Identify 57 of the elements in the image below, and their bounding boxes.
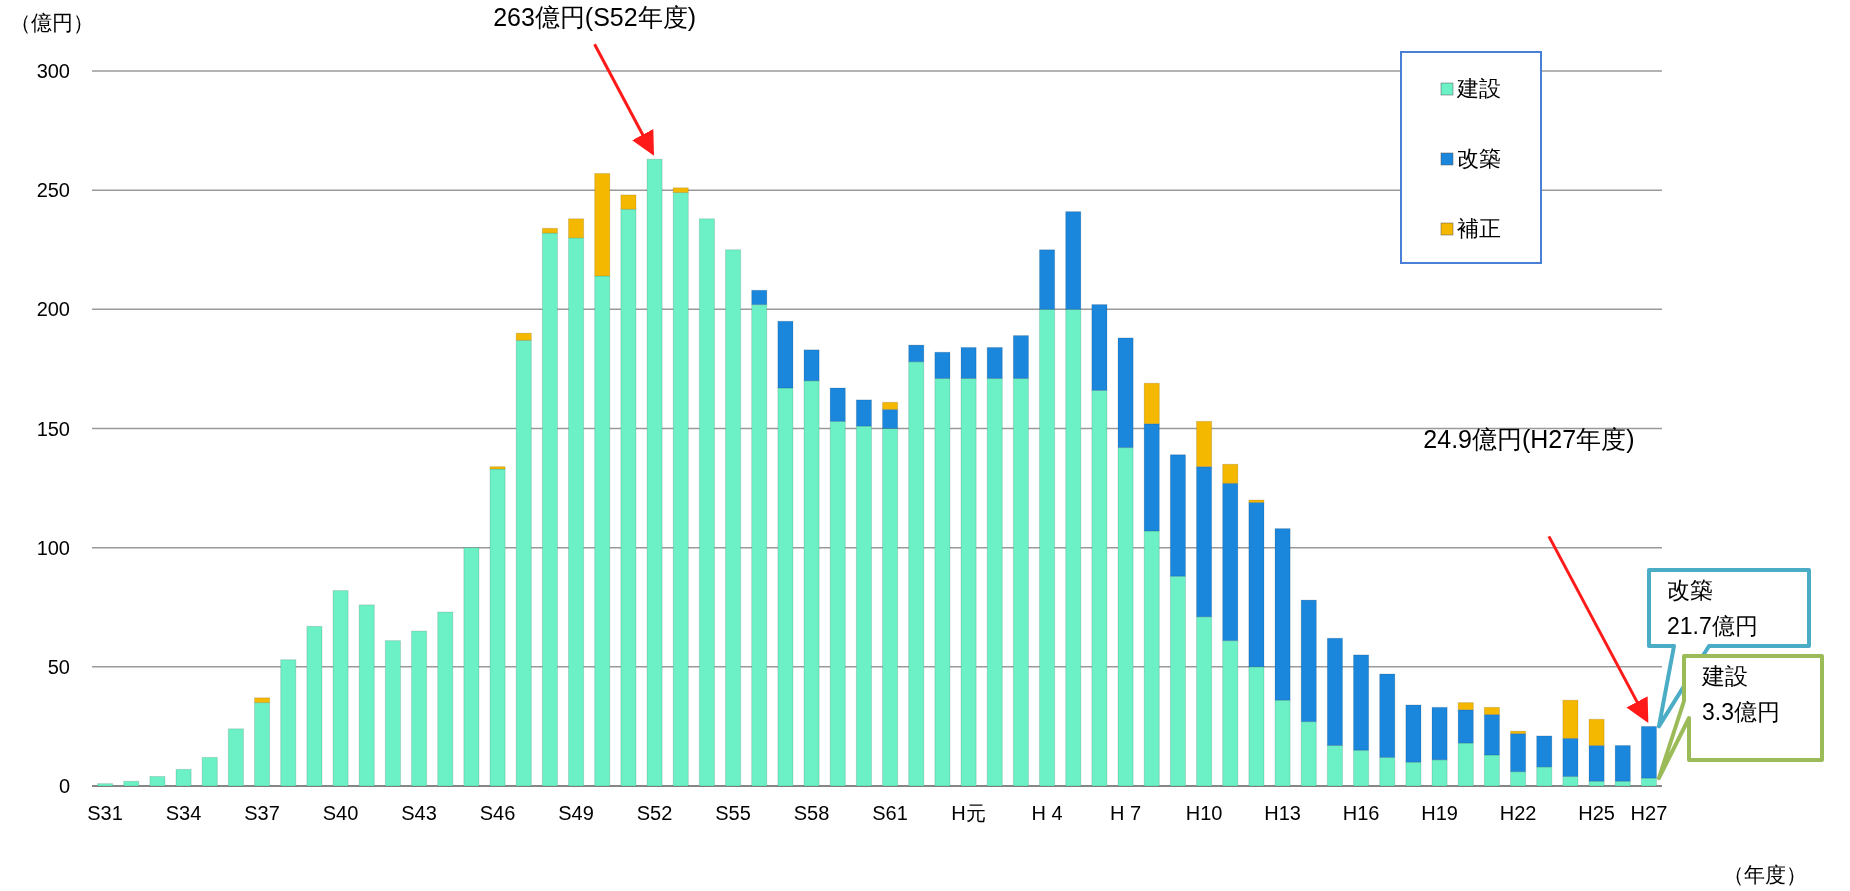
bar (725, 249, 742, 787)
bar (358, 604, 375, 787)
bar (123, 780, 140, 787)
bar (227, 728, 244, 787)
annotation: 263億円(S52年度) (493, 3, 696, 156)
bar (306, 625, 323, 787)
bar (463, 547, 480, 787)
bar (175, 768, 192, 787)
bar (280, 659, 297, 787)
x-tick-label: H13 (1264, 802, 1301, 824)
y-tick-label: 150 (36, 417, 70, 440)
annotation: 建設 3.3億円 (1656, 654, 1824, 781)
bar (489, 468, 506, 787)
x-tick-label: H元 (951, 802, 986, 824)
y-tick-label: 250 (36, 179, 70, 202)
x-tick-label: S37 (244, 802, 280, 824)
bar (698, 218, 715, 787)
bar (201, 756, 218, 787)
x-tick-label: H10 (1185, 802, 1223, 824)
x-tick-label: S46 (479, 802, 516, 824)
x-tick-label: S49 (558, 802, 594, 824)
bar (149, 775, 166, 787)
legend-label: 改築 (1457, 146, 1501, 171)
x-tick-label: S52 (636, 802, 673, 824)
bar (97, 783, 114, 787)
bar (437, 611, 454, 787)
y-tick-label: 300 (36, 60, 70, 82)
x-tick-label: S61 (872, 802, 908, 824)
annotation: 24.9億円(H27年度) (1423, 425, 1649, 724)
bar (384, 640, 401, 787)
x-tick-label: S31 (87, 802, 123, 824)
bar (646, 158, 663, 787)
x-tick-label: H 7 (1110, 802, 1142, 824)
x-tick-label: H16 (1342, 802, 1380, 824)
x-axis-title: （年度） (1723, 863, 1807, 886)
annotation: 263億円(S52年度) (493, 3, 697, 32)
x-tick-label: H27 (1630, 802, 1668, 824)
y-tick-label: 200 (36, 298, 70, 321)
y-tick-label: 0 (58, 775, 70, 797)
legend-label: 建設 (1456, 76, 1501, 101)
x-tick-label: S55 (715, 802, 751, 824)
annotation: 24.9億円(H27年度) (1423, 425, 1635, 454)
x-tick-label: H 4 (1031, 802, 1063, 824)
x-tick-label: H25 (1578, 802, 1615, 824)
x-tick-label: H22 (1499, 802, 1537, 824)
bar (411, 630, 428, 787)
x-tick-label: S58 (793, 802, 830, 824)
legend-label: 補正 (1457, 216, 1501, 241)
bar (541, 232, 558, 787)
bar (332, 590, 349, 787)
y-tick-label: 50 (47, 655, 70, 678)
x-tick-label: S43 (401, 802, 437, 824)
x-tick-label: S40 (322, 802, 359, 824)
y-axis-title: （億円） (10, 11, 94, 34)
x-tick-label: S34 (165, 802, 202, 824)
y-tick-label: 100 (36, 536, 70, 559)
x-tick-label: H19 (1421, 802, 1458, 824)
